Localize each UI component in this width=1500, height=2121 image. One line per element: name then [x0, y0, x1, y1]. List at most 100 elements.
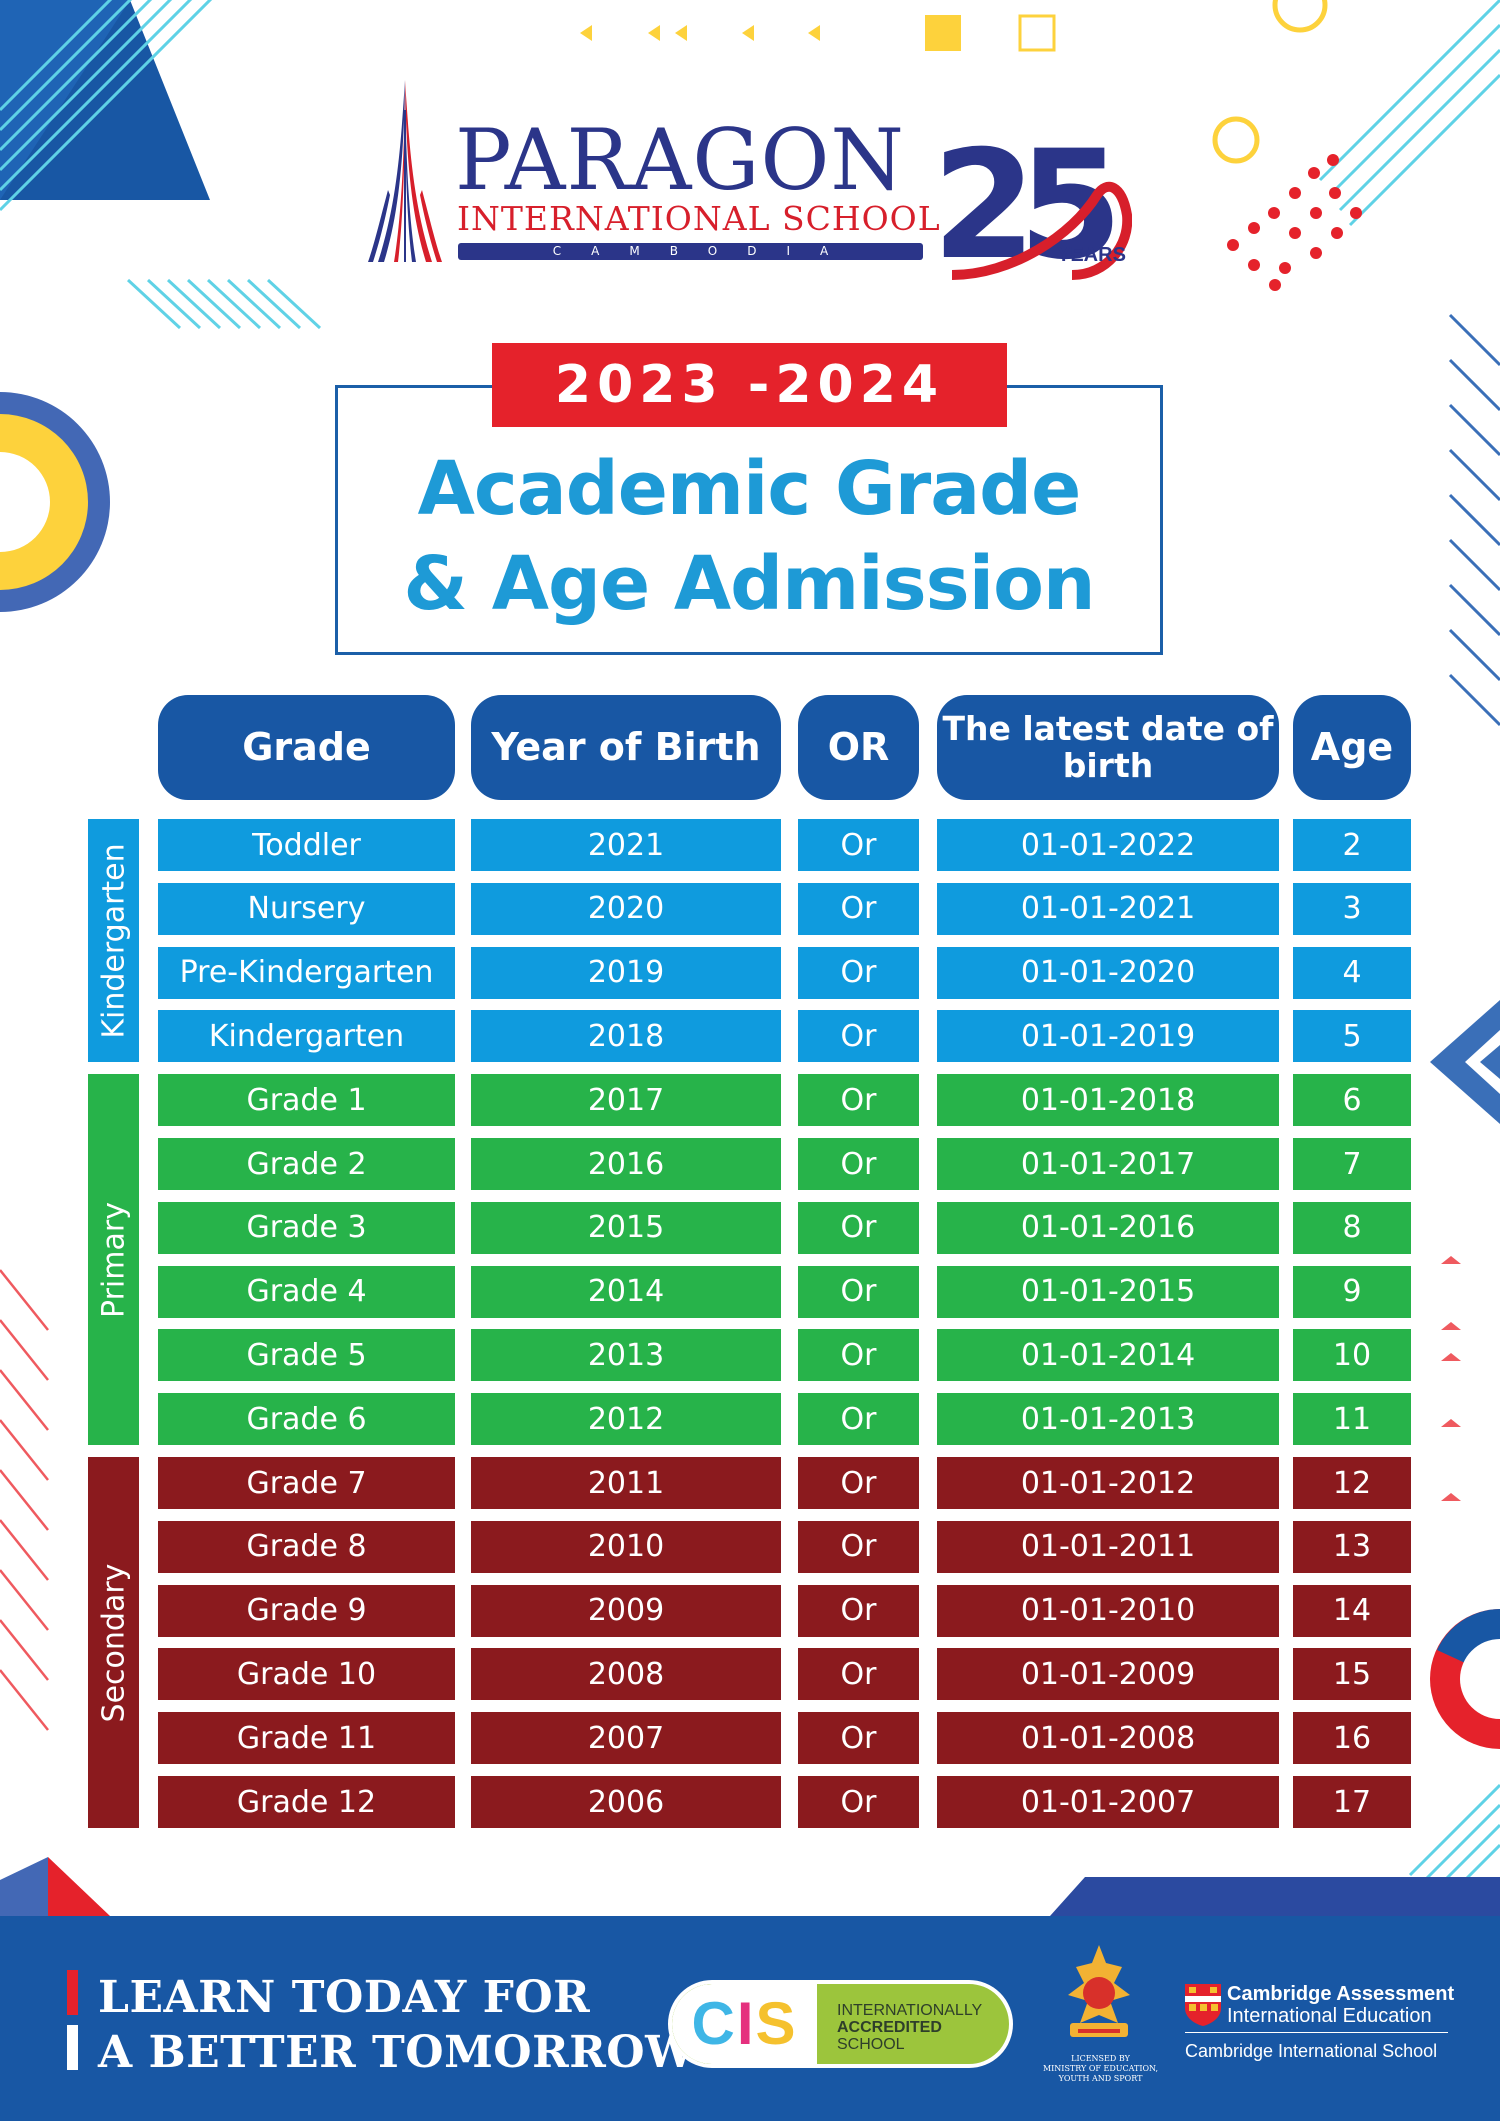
cell-grade: Grade 5: [158, 1329, 455, 1382]
cell-or: Or: [798, 1010, 919, 1063]
slogan-bar-white: [67, 2025, 78, 2070]
cell-latest-dob: 01-01-2010: [937, 1584, 1279, 1637]
cell-grade: Grade 2: [158, 1138, 455, 1190]
header-age: Age: [1293, 695, 1411, 800]
cell-or: Or: [798, 1329, 919, 1382]
cambridge-line-2: International Education: [1227, 2005, 1432, 2027]
cell-or: Or: [798, 946, 919, 999]
cambridge-divider: [1185, 2032, 1448, 2033]
cell-age: 4: [1293, 946, 1411, 999]
cell-grade: Grade 9: [158, 1584, 455, 1637]
header-grade: Grade: [158, 695, 455, 800]
cell-or: Or: [798, 1776, 919, 1828]
cell-or: Or: [798, 1201, 919, 1254]
cell-age: 17: [1293, 1776, 1411, 1828]
cis-logo: CIS: [672, 1984, 817, 2064]
section-primary: Primary: [88, 1074, 139, 1446]
decor-square-outline: [1018, 14, 1056, 52]
slogan-line-2: A BETTER TOMORROW: [98, 2027, 695, 2078]
cell-latest-dob: 01-01-2015: [937, 1265, 1279, 1318]
cell-or: Or: [798, 1393, 919, 1446]
cell-or: Or: [798, 819, 919, 871]
cambridge-shield-icon: [1185, 1984, 1221, 2026]
cis-line-3: SCHOOL: [837, 2036, 905, 2053]
cell-year: 2014: [471, 1265, 781, 1318]
cell-latest-dob: 01-01-2022: [937, 819, 1279, 871]
decor-circle-right: [1212, 116, 1260, 164]
cell-latest-dob: 01-01-2014: [937, 1329, 1279, 1382]
cell-age: 3: [1293, 882, 1411, 935]
cell-latest-dob: 01-01-2007: [937, 1776, 1279, 1828]
slogan-line-1: LEARN TODAY FOR: [98, 1972, 591, 2023]
cell-year: 2016: [471, 1138, 781, 1190]
cell-age: 6: [1293, 1074, 1411, 1127]
cell-grade: Nursery: [158, 882, 455, 935]
ministry-line-1: LICENSED BY: [1071, 2054, 1130, 2063]
cell-grade: Grade 7: [158, 1457, 455, 1509]
decor-stripes-top-right: [1318, 0, 1500, 227]
cell-or: Or: [798, 1584, 919, 1637]
section-label: Primary: [96, 1201, 131, 1318]
cell-latest-dob: 01-01-2018: [937, 1074, 1279, 1127]
cell-latest-dob: 01-01-2012: [937, 1457, 1279, 1509]
ministry-emblem-icon: [1068, 1945, 1130, 2037]
cell-age: 11: [1293, 1393, 1411, 1446]
decor-stripes-under-logo: [126, 278, 322, 330]
decor-triangle-top-left-cut: [0, 0, 130, 200]
header-year-of-birth: Year of Birth: [471, 695, 781, 800]
cell-or: Or: [798, 1712, 919, 1765]
section-secondary: Secondary: [88, 1457, 139, 1828]
cell-grade: Kindergarten: [158, 1010, 455, 1063]
logo-subtitle: INTERNATIONAL SCHOOL: [457, 199, 941, 238]
header-or: OR: [798, 695, 919, 800]
slogan-bar-red: [67, 1970, 78, 2015]
cell-year: 2011: [471, 1457, 781, 1509]
cell-grade: Grade 10: [158, 1648, 455, 1701]
section-kindergarten: Kindergarten: [88, 819, 139, 1063]
cell-age: 12: [1293, 1457, 1411, 1509]
cell-or: Or: [798, 1074, 919, 1127]
cell-latest-dob: 01-01-2019: [937, 1010, 1279, 1063]
cell-year: 2019: [471, 946, 781, 999]
cell-grade: Grade 12: [158, 1776, 455, 1828]
cell-year: 2015: [471, 1201, 781, 1254]
ministry-line-3: YOUTH AND SPORT: [1058, 2074, 1143, 2083]
logo-name: PARAGON: [455, 111, 905, 209]
cell-year: 2021: [471, 819, 781, 871]
cambridge-line-3: Cambridge International School: [1185, 2041, 1438, 2061]
title-line-1: Academic Grade: [417, 446, 1082, 532]
anniversary-years: YEARS: [1057, 244, 1126, 266]
decor-stripes-bottom-right: [1408, 1783, 1500, 1892]
cell-age: 8: [1293, 1201, 1411, 1254]
cell-year: 2008: [471, 1648, 781, 1701]
logo-country: CAMBODIA: [458, 243, 923, 260]
cell-year: 2006: [471, 1776, 781, 1828]
cell-age: 5: [1293, 1010, 1411, 1063]
decor-top-arrows: [580, 25, 820, 41]
anniversary-25-logo: 25: [932, 125, 1132, 285]
cell-grade: Toddler: [158, 819, 455, 871]
cell-latest-dob: 01-01-2009: [937, 1648, 1279, 1701]
year-badge: 2023 -2024: [492, 343, 1007, 427]
cell-or: Or: [798, 1457, 919, 1509]
cell-grade: Grade 3: [158, 1201, 455, 1254]
cell-latest-dob: 01-01-2013: [937, 1393, 1279, 1446]
cell-grade: Grade 8: [158, 1520, 455, 1573]
cell-latest-dob: 01-01-2020: [937, 946, 1279, 999]
cis-text: INTERNATIONALLY ACCREDITED SCHOOL: [837, 2002, 982, 2053]
cell-age: 15: [1293, 1648, 1411, 1701]
cell-year: 2010: [471, 1520, 781, 1573]
cell-age: 14: [1293, 1584, 1411, 1637]
cell-grade: Grade 4: [158, 1265, 455, 1318]
cell-year: 2007: [471, 1712, 781, 1765]
cell-or: Or: [798, 882, 919, 935]
cell-latest-dob: 01-01-2017: [937, 1138, 1279, 1190]
cell-grade: Pre-Kindergarten: [158, 946, 455, 999]
cell-age: 16: [1293, 1712, 1411, 1765]
decor-stripes-right: [1448, 313, 1500, 727]
section-label: Kindergarten: [96, 843, 131, 1039]
cell-age: 10: [1293, 1329, 1411, 1382]
cell-year: 2013: [471, 1329, 781, 1382]
cell-or: Or: [798, 1265, 919, 1318]
cell-grade: Grade 6: [158, 1393, 455, 1446]
